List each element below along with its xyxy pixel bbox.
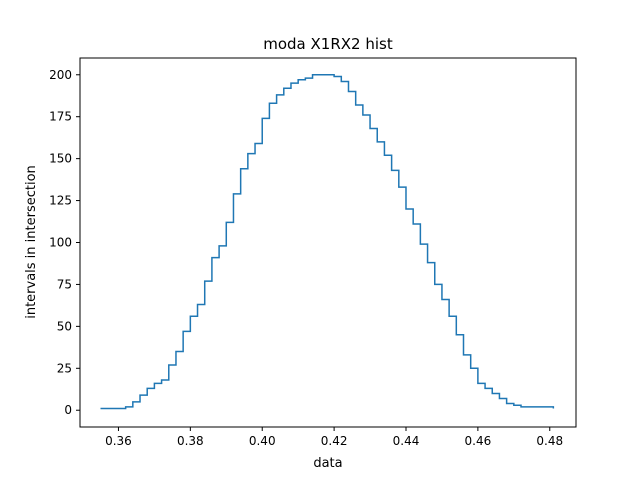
x-tick-label: 0.42	[321, 434, 348, 448]
y-tick-label: 50	[57, 319, 72, 333]
y-tick-label: 175	[49, 110, 72, 124]
x-tick-label: 0.40	[249, 434, 276, 448]
x-tick-label: 0.36	[105, 434, 132, 448]
series-line	[100, 74, 555, 410]
y-tick-label: 150	[49, 152, 72, 166]
x-axis: 0.36 0.38 0.40 0.42 0.44 0.46 0.48	[105, 427, 563, 448]
y-tick-label: 25	[57, 361, 72, 375]
chart-title: moda X1RX2 hist	[263, 35, 393, 53]
y-tick-label: 125	[49, 194, 72, 208]
y-tick-label: 75	[57, 277, 72, 291]
y-tick-label: 200	[49, 68, 72, 82]
x-tick-label: 0.48	[536, 434, 563, 448]
y-axis-label: intervals in intersection	[24, 165, 39, 319]
x-tick-label: 0.38	[177, 434, 204, 448]
x-tick-label: 0.44	[393, 434, 420, 448]
y-tick-label: 0	[64, 403, 72, 417]
x-axis-label: data	[313, 456, 342, 471]
y-tick-label: 100	[49, 236, 72, 250]
y-axis: 0 25 50 75 100 125 150 175 200	[49, 68, 80, 417]
x-tick-label: 0.46	[465, 434, 492, 448]
